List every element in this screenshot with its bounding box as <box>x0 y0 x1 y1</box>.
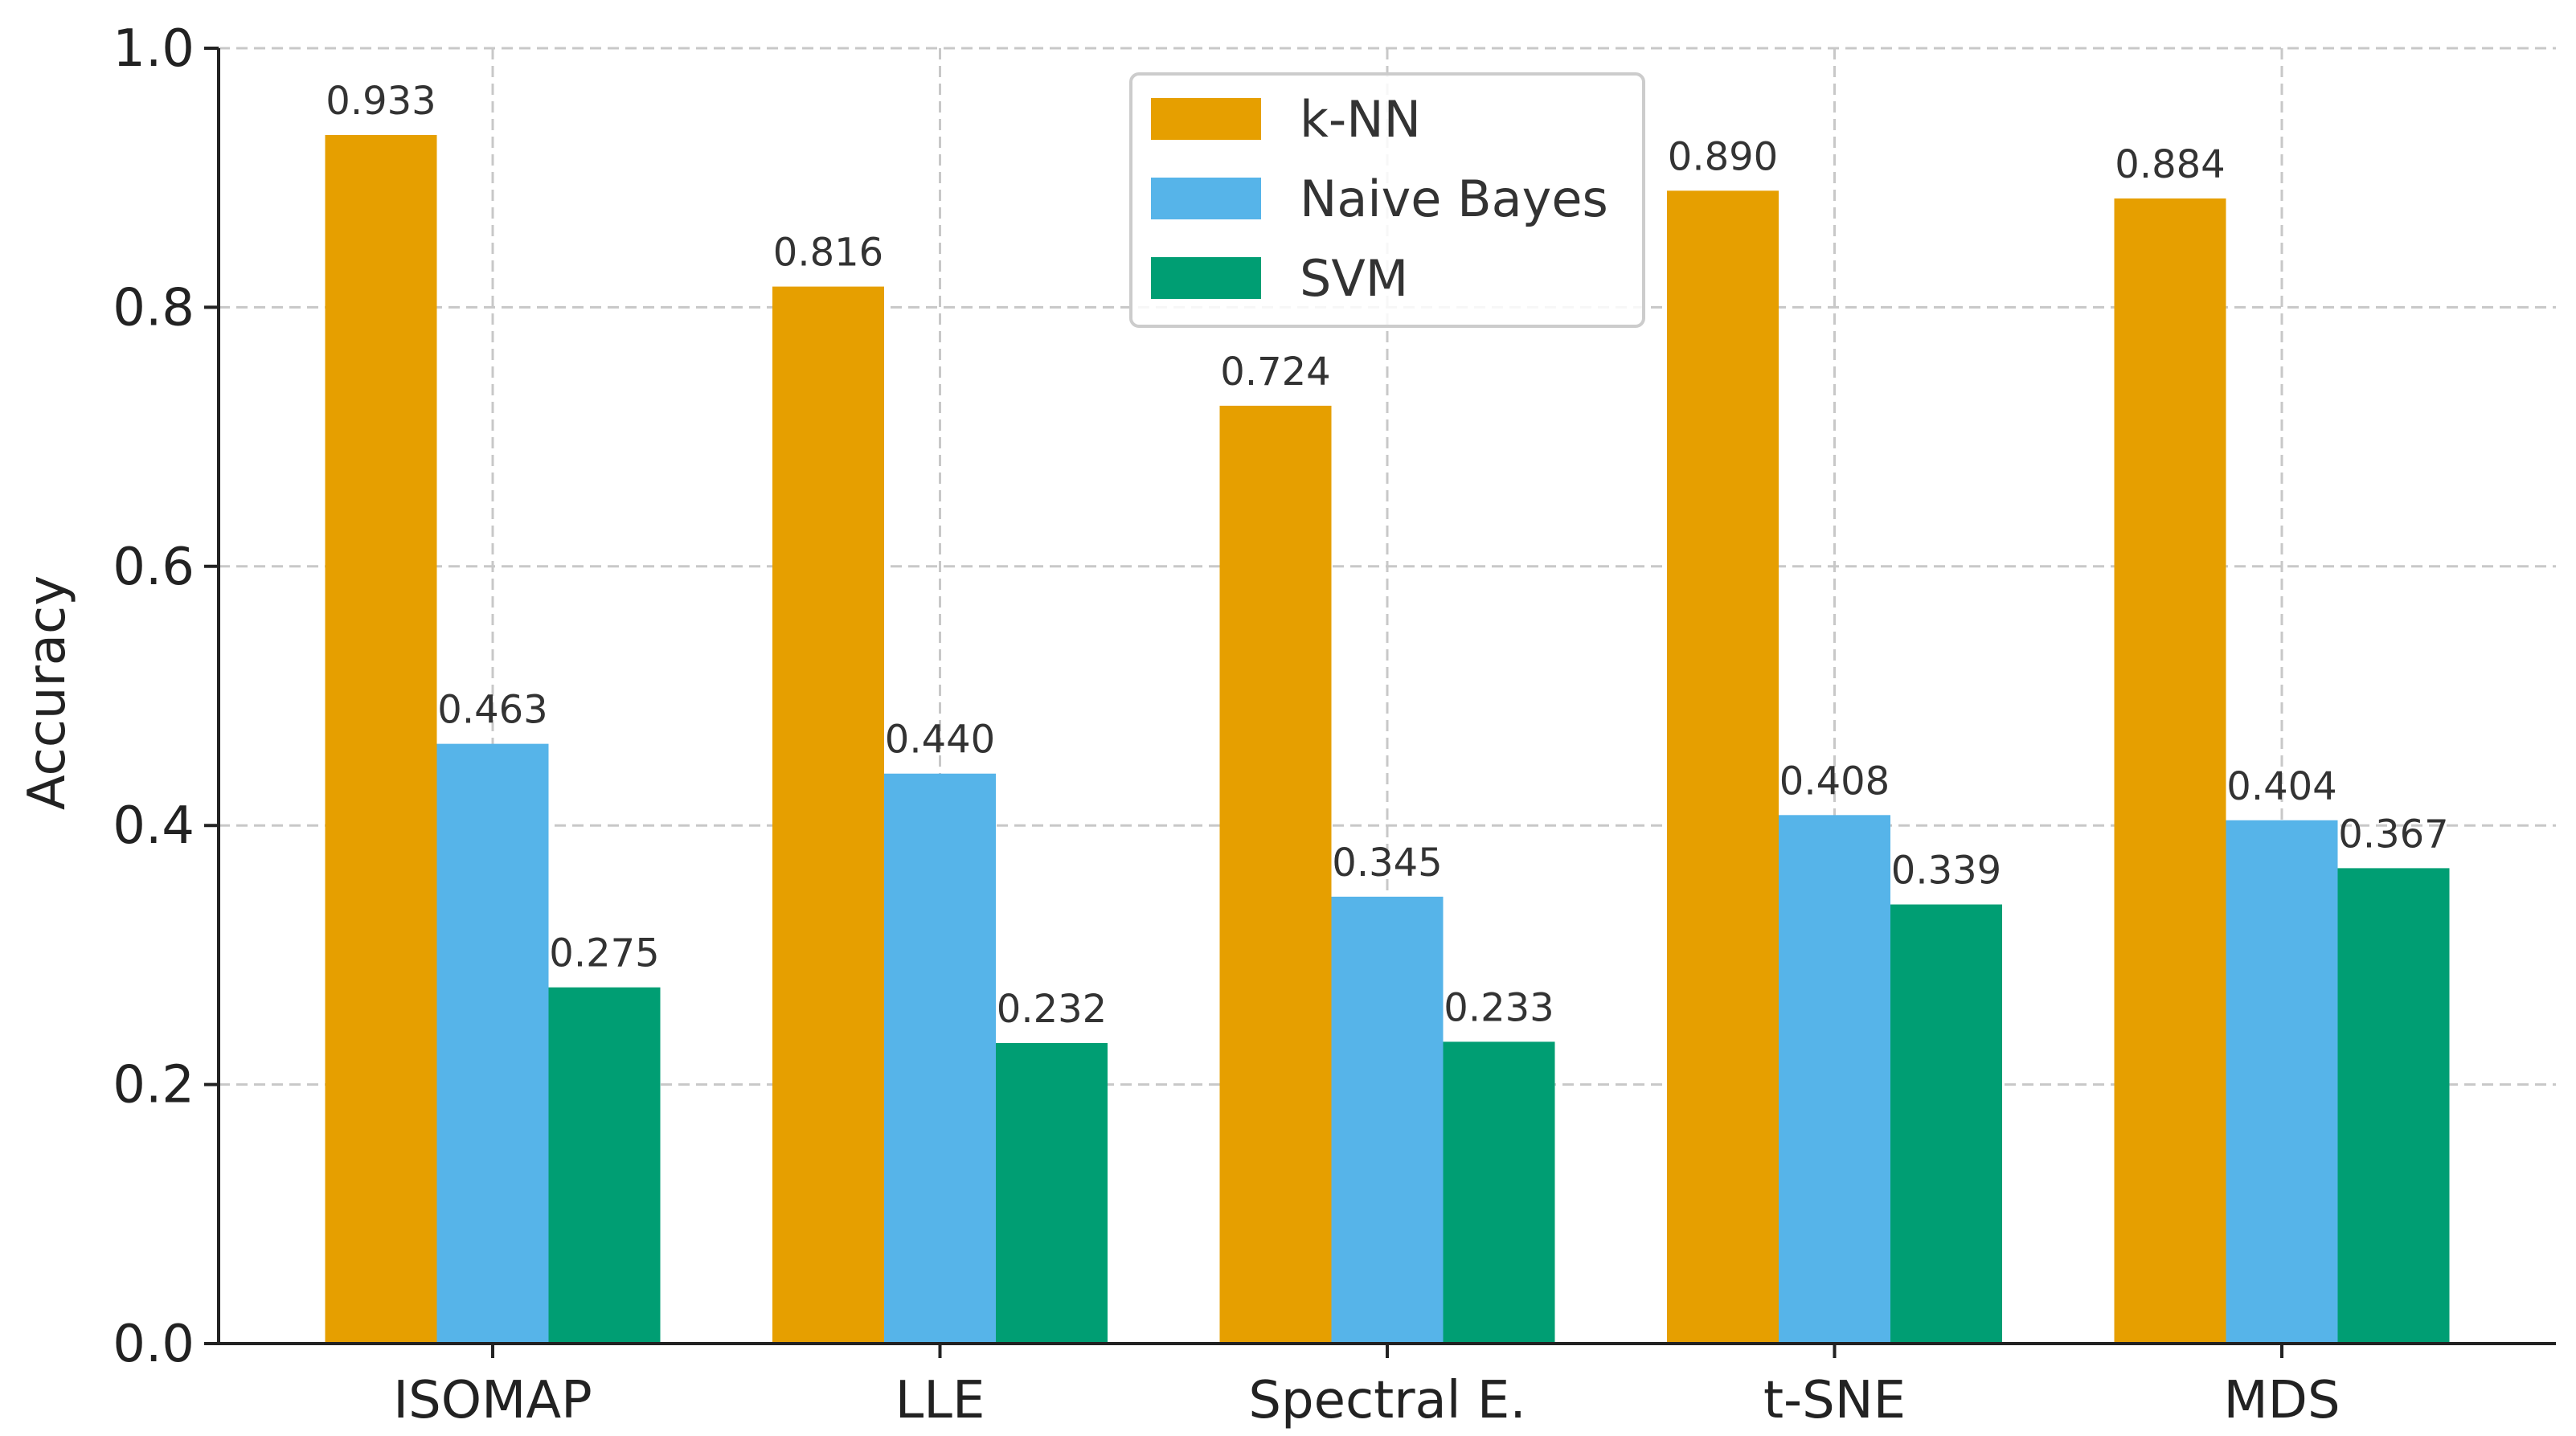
bar-value-label: 0.933 <box>326 79 436 124</box>
bar-k-nn-lle <box>772 286 884 1344</box>
x-tick-label: LLE <box>895 1371 985 1430</box>
axes <box>204 47 2556 1358</box>
bar-naive-bayes-t-sne <box>1779 815 1890 1344</box>
legend: k-NN Naive Bayes SVM <box>1129 72 1645 328</box>
y-tick-label: 0.8 <box>113 278 195 338</box>
bar-k-nn-isomap <box>325 135 437 1344</box>
bar-value-label: 0.463 <box>437 688 547 733</box>
bar-naive-bayes-isomap <box>436 743 549 1344</box>
bar-value-label: 0.275 <box>549 931 659 976</box>
bar-value-label: 0.233 <box>1444 985 1554 1030</box>
bar-value-label: 0.339 <box>1891 849 2001 894</box>
x-tick-label: MDS <box>2223 1371 2340 1430</box>
y-tick-labels: 0.0 0.2 0.4 0.6 0.8 1.0 <box>113 19 195 1374</box>
bar-value-label: 0.345 <box>1332 841 1442 886</box>
y-tick-label: 0.2 <box>113 1056 195 1115</box>
legend-label: k-NN <box>1300 90 1421 149</box>
y-axis-title: Accuracy <box>18 575 77 810</box>
y-tick-label: 0.4 <box>113 796 195 856</box>
bar-svm-spectral-e- <box>1443 1041 1555 1344</box>
bar-svm-mds <box>2337 868 2450 1344</box>
bar-naive-bayes-mds <box>2226 820 2338 1344</box>
bar-value-label: 0.724 <box>1220 350 1330 395</box>
bar-k-nn-mds <box>2114 198 2226 1344</box>
bars <box>325 135 2450 1344</box>
bar-naive-bayes-lle <box>884 773 996 1344</box>
bar-k-nn-spectral-e- <box>1219 405 1332 1344</box>
bar-value-label: 0.884 <box>2115 142 2225 187</box>
bar-svm-lle <box>996 1043 1108 1344</box>
bar-naive-bayes-spectral-e- <box>1331 896 1444 1344</box>
x-tick-label: t-SNE <box>1763 1371 1906 1430</box>
bar-svm-t-sne <box>1890 904 2002 1344</box>
legend-label: SVM <box>1300 249 1408 308</box>
bar-value-label: 0.367 <box>2338 812 2448 857</box>
legend-swatch <box>1151 257 1261 299</box>
bar-k-nn-t-sne <box>1667 190 1779 1344</box>
value-labels: 0.933 0.816 0.724 0.890 0.884 0.463 0.440 0.345… <box>326 79 2448 1032</box>
y-tick-label: 0.0 <box>113 1315 195 1374</box>
bar-value-label: 0.232 <box>997 987 1107 1032</box>
x-tick-label: Spectral E. <box>1248 1371 1526 1430</box>
bar-value-label: 0.440 <box>885 718 995 763</box>
y-tick-label: 1.0 <box>113 19 195 79</box>
bar-svm-isomap <box>548 987 661 1344</box>
legend-swatch <box>1151 98 1261 140</box>
bar-value-label: 0.404 <box>2226 764 2336 809</box>
legend-label: Naive Bayes <box>1300 170 1608 228</box>
y-tick-label: 0.6 <box>113 538 195 597</box>
x-tick-labels: ISOMAP LLE Spectral E. t-SNE MDS <box>393 1371 2340 1430</box>
x-tick-label: ISOMAP <box>393 1371 592 1430</box>
legend-swatch <box>1151 178 1261 219</box>
bar-value-label: 0.408 <box>1779 759 1890 804</box>
bar-value-label: 0.816 <box>773 231 883 276</box>
bar-value-label: 0.890 <box>1668 134 1778 179</box>
